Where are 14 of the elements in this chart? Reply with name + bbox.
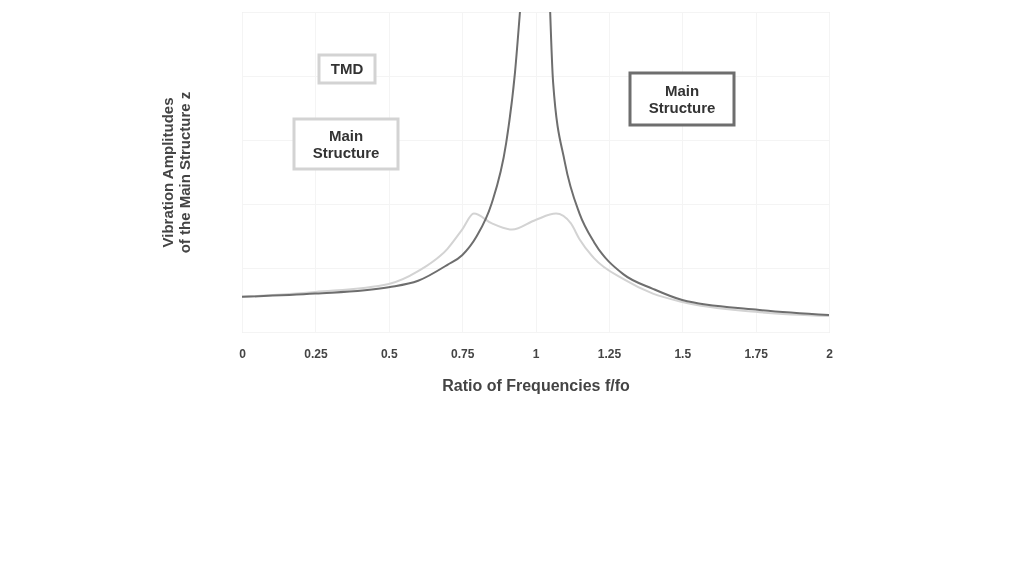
annotation: Main Structure bbox=[648, 82, 716, 116]
x-tick-label: 1 bbox=[532, 346, 540, 361]
annotation: Main Structure bbox=[312, 127, 380, 161]
x-tick-label: 0.5 bbox=[380, 346, 398, 361]
x-tick-label: 1.5 bbox=[674, 346, 692, 361]
x-tick-label: 1.75 bbox=[744, 346, 769, 361]
annotation: TMD bbox=[330, 60, 364, 77]
x-tick-label: 0.75 bbox=[450, 346, 475, 361]
x-tick-label: 1.25 bbox=[597, 346, 622, 361]
x-tick-label: 2 bbox=[826, 346, 834, 361]
x-tick-label: 0 bbox=[239, 346, 247, 361]
x-tick-label: 0.25 bbox=[304, 346, 328, 361]
y-axis-title: Vibration Amplitudes of the Main Structure z bbox=[158, 91, 193, 254]
x-axis-title: Ratio of Frequencies f/fo bbox=[442, 376, 631, 394]
